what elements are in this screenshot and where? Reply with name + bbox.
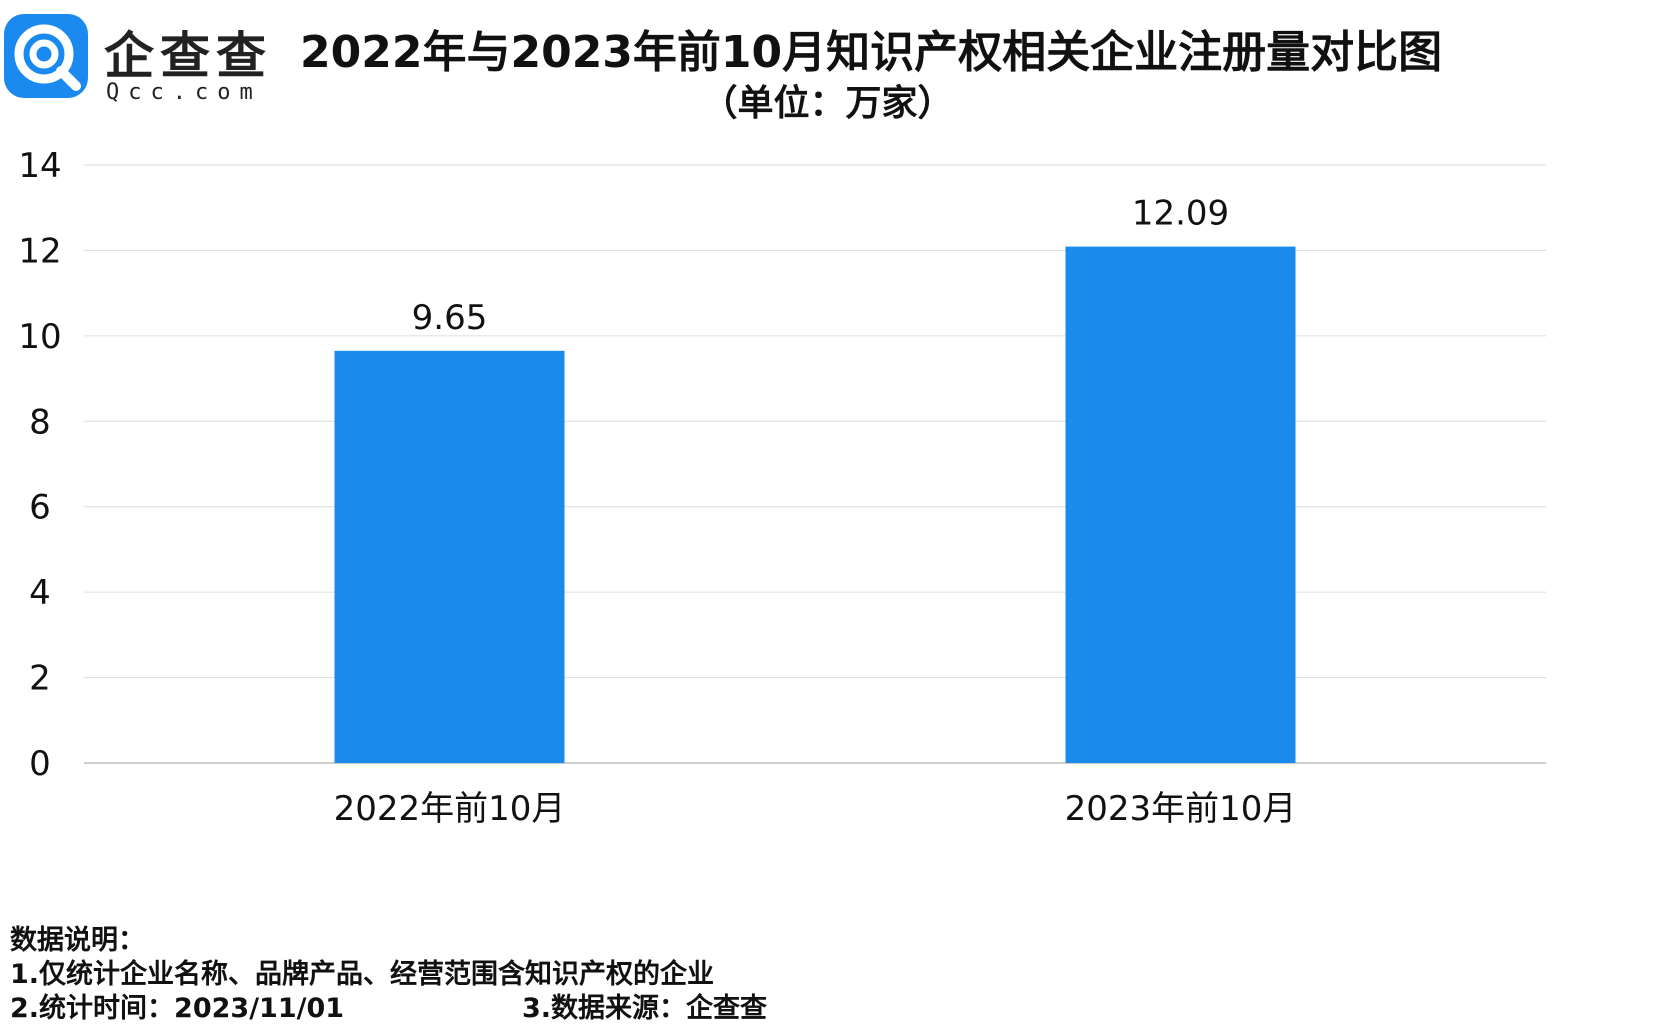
y-axis-ticks: 0 2 4 6 8 10 12 14 xyxy=(18,146,61,784)
y-tick-label: 6 xyxy=(29,488,51,528)
bars xyxy=(334,246,1296,763)
grid-lines xyxy=(84,164,1546,764)
y-tick-label: 10 xyxy=(18,317,61,357)
qcc-logo-icon xyxy=(4,14,88,98)
brand-name: 企查查 xyxy=(104,27,272,85)
y-tick-label: 4 xyxy=(29,573,51,613)
y-tick-label: 2 xyxy=(29,659,51,699)
brand-logo: 企查查 Qcc.com xyxy=(4,14,284,105)
x-axis-ticks: 2022年前10月 2023年前10月 xyxy=(334,789,1297,829)
x-tick-label: 2023年前10月 xyxy=(1065,789,1297,829)
y-tick-label: 8 xyxy=(29,402,51,442)
notes-line-2-3: 2.统计时间：2023/11/01 3.数据来源：企查查 xyxy=(10,992,810,1026)
bar-2 xyxy=(1065,246,1296,763)
bar-1 xyxy=(334,350,565,763)
notes-line-1: 1.仅统计企业名称、品牌产品、经营范围含知识产权的企业 xyxy=(10,959,715,990)
data-label: 9.65 xyxy=(412,298,488,338)
notes-heading: 数据说明： xyxy=(10,925,145,956)
notes-line-2: 2.统计时间：2023/11/01 xyxy=(10,993,345,1024)
chart-title: 2022年与2023年前10月知识产权相关企业注册量对比图 xyxy=(300,27,1443,78)
data-labels: 9.65 12.09 xyxy=(412,194,1230,338)
data-notes: 数据说明： 1.仅统计企业名称、品牌产品、经营范围含知识产权的企业 2.统计时间… xyxy=(10,924,810,1026)
notes-line-3: 3.数据来源：企查查 xyxy=(522,993,768,1024)
bar-chart: 0 2 4 6 8 10 12 14 9.65 12.09 2022年前10月 2023年前10月 xyxy=(18,146,1546,829)
y-tick-label: 14 xyxy=(18,146,61,186)
y-tick-label: 12 xyxy=(18,231,61,271)
y-tick-label: 0 xyxy=(29,744,51,784)
data-label: 12.09 xyxy=(1132,194,1229,234)
chart-subtitle: （单位：万家） xyxy=(701,83,954,124)
brand-domain: Qcc.com xyxy=(106,80,262,105)
x-tick-label: 2022年前10月 xyxy=(334,789,566,829)
